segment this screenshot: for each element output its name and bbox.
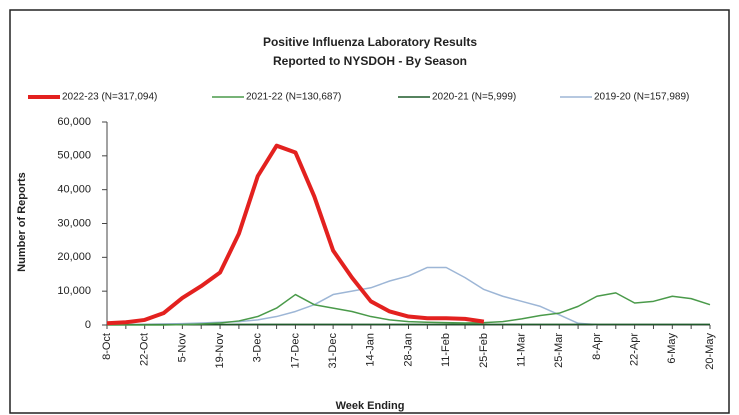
x-axis-label: Week Ending — [336, 400, 405, 412]
x-tick-label: 11-Mar — [515, 333, 527, 367]
y-tick-label: 0 — [85, 319, 91, 331]
y-tick-label: 20,000 — [57, 251, 91, 263]
series-line — [106, 143, 485, 326]
y-axis-label: Number of Reports — [16, 172, 28, 272]
legend-label: 2021-22 (N=130,687) — [246, 92, 341, 103]
chart-title: Positive Influenza Laboratory Results — [263, 35, 477, 49]
legend-label: 2020-21 (N=5,999) — [432, 92, 516, 103]
legend-label: 2019-20 (N=157,989) — [594, 92, 689, 103]
x-tick-label: 28-Jan — [402, 333, 414, 367]
series-line — [107, 292, 711, 326]
x-tick-label: 31-Dec — [327, 333, 339, 369]
y-tick-label: 50,000 — [57, 150, 91, 162]
y-tick-label: 40,000 — [57, 184, 91, 196]
x-tick-label: 22-Oct — [139, 333, 151, 366]
x-tick-label: 5-Nov — [176, 333, 188, 363]
legend-label: 2022-23 (N=317,094) — [62, 92, 157, 103]
x-tick-label: 17-Dec — [289, 333, 301, 369]
series-line — [107, 266, 597, 326]
x-tick-label: 11-Feb — [440, 333, 452, 367]
chart-border — [9, 9, 730, 414]
x-tick-label: 25-Feb — [478, 333, 490, 368]
y-tick-label: 10,000 — [57, 285, 91, 297]
x-tick-label: 19-Nov — [214, 333, 226, 369]
y-tick-label: 30,000 — [57, 217, 91, 229]
x-tick-label: 20-May — [704, 333, 716, 370]
x-tick-label: 25-Mar — [553, 333, 565, 368]
y-tick-label: 60,000 — [57, 116, 91, 128]
x-tick-label: 14-Jan — [365, 333, 377, 367]
x-tick-label: 3-Dec — [252, 333, 264, 363]
chart-subtitle: Reported to NYSDOH - By Season — [273, 54, 467, 68]
x-tick-label: 8-Apr — [591, 333, 603, 360]
x-tick-label: 22-Apr — [629, 333, 641, 366]
x-tick-label: 8-Oct — [101, 333, 113, 360]
x-tick-label: 6-May — [666, 333, 678, 364]
